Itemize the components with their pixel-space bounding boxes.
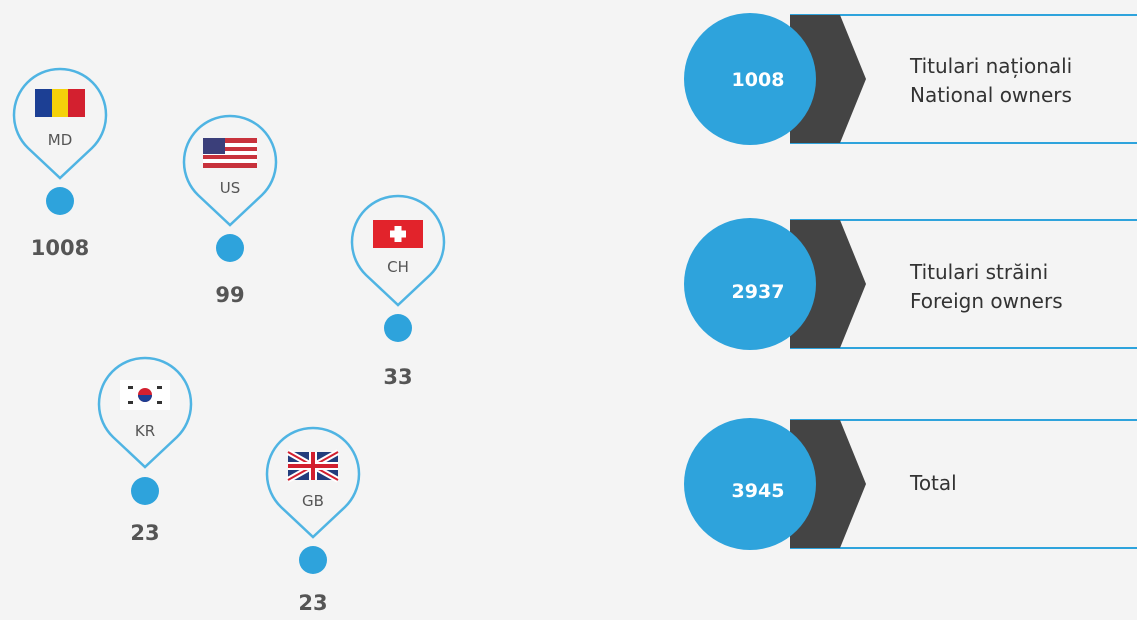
summary-national: 1008 Titulari naționali National owners xyxy=(684,13,1137,145)
pin-gb: GB 23 xyxy=(265,426,361,615)
pin-md: MD 1008 xyxy=(12,67,108,260)
country-value: 1008 xyxy=(31,236,89,260)
summary-label: Titulari naționali xyxy=(909,54,1072,78)
summary-foreign: 2937 Titulari străini Foreign owners xyxy=(684,218,1137,350)
country-code: CH xyxy=(387,258,409,276)
summary-total: 3945 Total xyxy=(684,418,1137,550)
summary-label: Foreign owners xyxy=(910,289,1063,313)
country-code: GB xyxy=(302,492,324,510)
country-value: 23 xyxy=(298,591,327,615)
pin-kr: KR 23 xyxy=(97,356,193,545)
country-code: US xyxy=(220,179,241,197)
pin-us: US 99 xyxy=(182,114,278,307)
summary-value: 1008 xyxy=(732,69,785,91)
summary-label: National owners xyxy=(910,83,1072,107)
summary-label: Titulari străini xyxy=(909,260,1048,284)
summary-value: 2937 xyxy=(732,281,785,303)
pin-ch: CH 33 xyxy=(350,194,446,389)
country-value: 99 xyxy=(215,283,244,307)
summary-value: 3945 xyxy=(732,480,785,502)
summary-label: Total xyxy=(909,471,957,495)
country-code: MD xyxy=(48,131,73,149)
country-code: KR xyxy=(135,422,155,440)
country-value: 23 xyxy=(130,521,159,545)
country-value: 33 xyxy=(383,365,412,389)
